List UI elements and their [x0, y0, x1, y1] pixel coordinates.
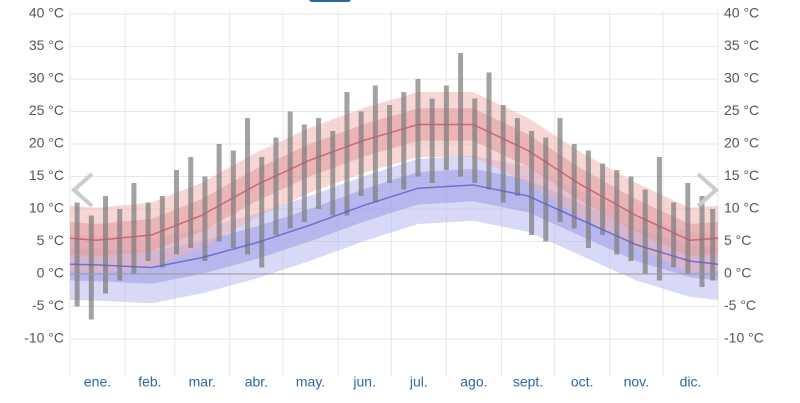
daily-range	[372, 85, 378, 203]
daily-range	[514, 118, 520, 196]
y2-tick-label: 10 °C	[724, 200, 759, 216]
daily-range	[458, 53, 464, 177]
y2-tick-label: -10 °C	[724, 330, 764, 346]
daily-range	[557, 118, 563, 222]
next-arrow[interactable]	[696, 172, 720, 208]
daily-range	[117, 209, 123, 281]
y-tick-label: 20 °C	[29, 135, 64, 151]
month-label: sept.	[513, 374, 543, 390]
daily-range	[301, 124, 307, 222]
daily-range	[699, 196, 705, 287]
y2-tick-label: 30 °C	[724, 70, 759, 86]
daily-range	[74, 202, 80, 307]
daily-range	[202, 176, 208, 261]
month-label: mar.	[189, 374, 216, 390]
y2-tick-label: 5 °C	[724, 232, 751, 248]
plot: -10 °C -5 °C 0 °C 5 °C 10 °C 15 °C 20 °C 25 °C 3…	[24, 5, 764, 390]
prev-arrow[interactable]	[70, 172, 94, 208]
y-tick-label: -5 °C	[32, 297, 64, 313]
y2-tick-label: 15 °C	[724, 167, 759, 183]
daily-range	[443, 85, 449, 170]
daily-range	[358, 111, 364, 196]
daily-range	[642, 189, 648, 274]
y2-tick-label: -5 °C	[724, 297, 756, 313]
daily-range	[656, 157, 662, 281]
daily-range	[230, 150, 236, 248]
daily-range	[259, 157, 265, 268]
month-label: feb.	[138, 374, 161, 390]
y-tick-label: 25 °C	[29, 102, 64, 118]
daily-range	[415, 79, 421, 177]
month-label: oct.	[571, 374, 594, 390]
month-label: nov.	[624, 374, 649, 390]
daily-range	[273, 137, 279, 235]
y-tick-label: 30 °C	[29, 70, 64, 86]
daily-range	[316, 118, 322, 209]
y-tick-label: 35 °C	[29, 37, 64, 53]
daily-range	[585, 150, 591, 248]
daily-range	[131, 183, 137, 274]
daily-range	[145, 202, 151, 261]
y2-tick-label: 25 °C	[724, 102, 759, 118]
daily-range	[486, 72, 492, 190]
avg-line	[69, 184, 719, 269]
daily-range	[344, 92, 350, 216]
daily-range	[671, 202, 677, 268]
y-tick-label: 5 °C	[37, 232, 64, 248]
daily-range	[500, 105, 506, 203]
daily-range	[159, 196, 165, 268]
y2-tick-label: 20 °C	[724, 135, 759, 151]
daily-range	[529, 131, 535, 235]
y2-tick-label: 0 °C	[724, 265, 751, 281]
daily-range	[401, 92, 407, 190]
daily-range	[330, 131, 336, 216]
daily-range	[628, 176, 634, 261]
daily-range	[710, 209, 716, 281]
avg-line	[69, 123, 719, 241]
daily-range	[472, 98, 478, 183]
daily-range	[174, 170, 180, 255]
y-tick-label: 15 °C	[29, 167, 64, 183]
month-label: jul.	[409, 374, 428, 390]
y-tick-label: -10 °C	[24, 330, 64, 346]
daily-range	[103, 196, 109, 294]
top-button[interactable]	[309, 0, 351, 2]
month-label: jun.	[352, 374, 376, 390]
daily-range	[387, 105, 393, 183]
daily-range	[685, 183, 691, 274]
month-label: abr.	[245, 374, 268, 390]
daily-range	[614, 170, 620, 255]
month-label: may.	[296, 374, 325, 390]
daily-range	[188, 157, 194, 248]
month-label: dic.	[680, 374, 702, 390]
y2-tick-label: 40 °C	[724, 5, 759, 21]
y2-tick-label: 35 °C	[724, 37, 759, 53]
y-tick-label: 40 °C	[29, 5, 64, 21]
y-tick-label: 0 °C	[37, 265, 64, 281]
daily-range	[600, 163, 606, 235]
daily-range	[88, 215, 94, 320]
daily-range	[216, 144, 222, 242]
daily-range	[429, 98, 435, 183]
daily-range	[245, 118, 251, 255]
y-tick-label: 10 °C	[29, 200, 64, 216]
month-label: ene.	[84, 374, 111, 390]
daily-range	[543, 137, 549, 242]
daily-range	[571, 144, 577, 229]
month-label: ago.	[460, 374, 487, 390]
